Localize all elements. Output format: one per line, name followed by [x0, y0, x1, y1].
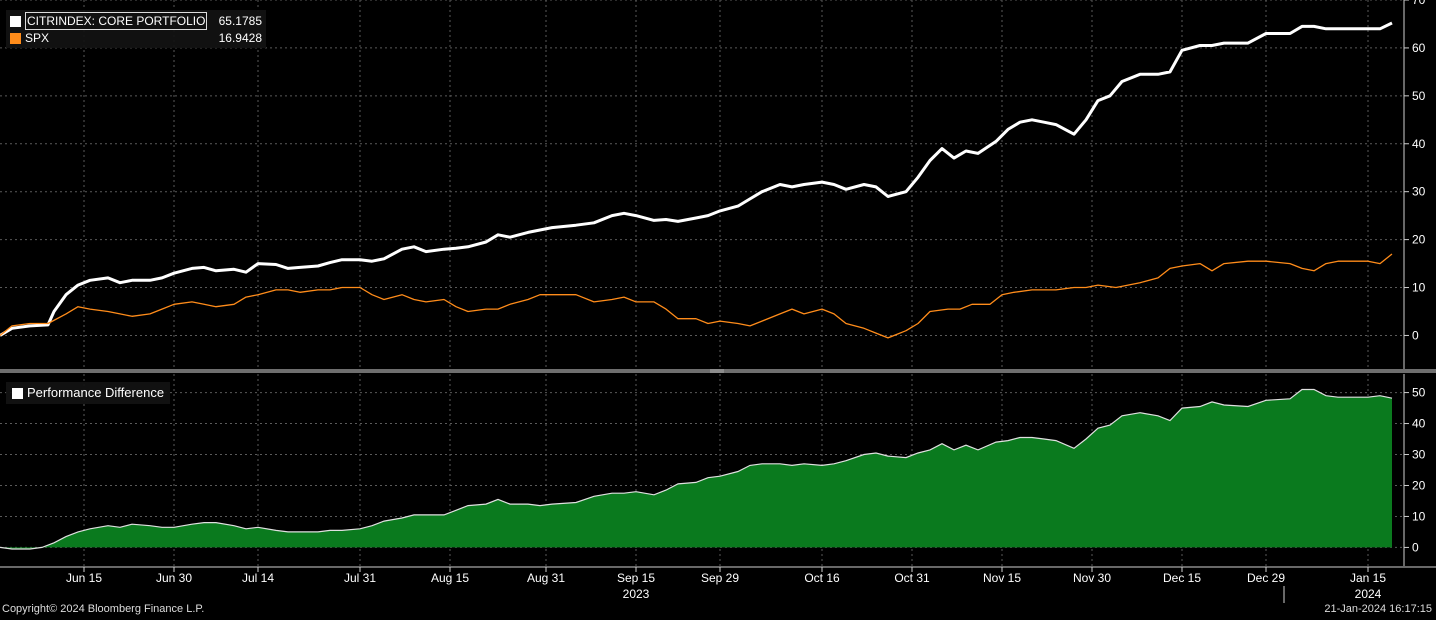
y-tick-label: 60 [1412, 41, 1426, 55]
y-tick-label: 0 [1412, 328, 1419, 342]
y-tick-label: 20 [1412, 233, 1426, 247]
y-tick-label: 10 [1412, 281, 1426, 295]
core-portfolio-label: CITRINDEX: CORE PORTFOLIO [25, 12, 208, 30]
spx-line [0, 253, 1393, 339]
x-year-label: 2023 [623, 587, 650, 601]
x-tick-label: Jun 15 [66, 571, 102, 585]
spx-value: 16.9428 [218, 31, 262, 45]
spx-swatch [10, 32, 21, 44]
legend-entry-performance-difference[interactable]: Performance Difference [12, 385, 164, 401]
top-panel-legend: CITRINDEX: CORE PORTFOLIO 65.1785 SPX 16… [6, 10, 266, 48]
x-tick-label: Aug 31 [527, 571, 565, 585]
performance-difference-label: Performance Difference [27, 385, 165, 400]
legend-entry-core-portfolio[interactable]: CITRINDEX: CORE PORTFOLIO 65.1785 [10, 12, 262, 30]
copyright-text: Copyright© 2024 Bloomberg Finance L.P. [2, 603, 205, 615]
bottom-panel-legend: Performance Difference [6, 382, 171, 404]
x-tick-label: Nov 30 [1073, 571, 1111, 585]
core-portfolio-line [0, 21, 1393, 337]
x-tick-label: Dec 15 [1163, 571, 1201, 585]
y-tick-label: 40 [1412, 137, 1426, 151]
x-tick-label: Nov 15 [983, 571, 1021, 585]
panel-divider [0, 369, 1436, 373]
y-tick-label: 20 [1412, 478, 1426, 492]
y-tick-label: 50 [1412, 89, 1426, 103]
legend-entry-spx[interactable]: SPX 16.9428 [10, 30, 262, 46]
y-tick-label: 70 [1412, 0, 1426, 7]
y-tick-label: 0 [1412, 540, 1419, 554]
y-tick-label: 30 [1412, 185, 1426, 199]
x-tick-label: Oct 31 [894, 571, 930, 585]
x-tick-label: Jul 31 [344, 571, 376, 585]
x-tick-label: Dec 29 [1247, 571, 1285, 585]
spx-label: SPX [25, 31, 50, 45]
x-tick-label: Oct 16 [804, 571, 840, 585]
x-year-label: 2024 [1355, 587, 1382, 601]
y-tick-label: 50 [1412, 386, 1426, 400]
core-portfolio-value: 65.1785 [218, 14, 262, 28]
x-tick-label: Sep 15 [617, 571, 655, 585]
performance-difference-area [0, 389, 1392, 549]
x-tick-label: Jul 14 [242, 571, 274, 585]
y-tick-label: 10 [1412, 509, 1426, 523]
performance-difference-line [0, 388, 1393, 550]
x-tick-label: Aug 15 [431, 571, 469, 585]
core-portfolio-swatch [10, 15, 21, 27]
y-tick-label: 40 [1412, 417, 1426, 431]
y-tick-label: 30 [1412, 448, 1426, 462]
x-tick-label: Jan 15 [1350, 571, 1386, 585]
x-tick-label: Sep 29 [701, 571, 739, 585]
x-tick-label: Jun 30 [156, 571, 192, 585]
performance-difference-swatch [12, 387, 23, 399]
timestamp-text: 21-Jan-2024 16:17:15 [1324, 603, 1432, 615]
